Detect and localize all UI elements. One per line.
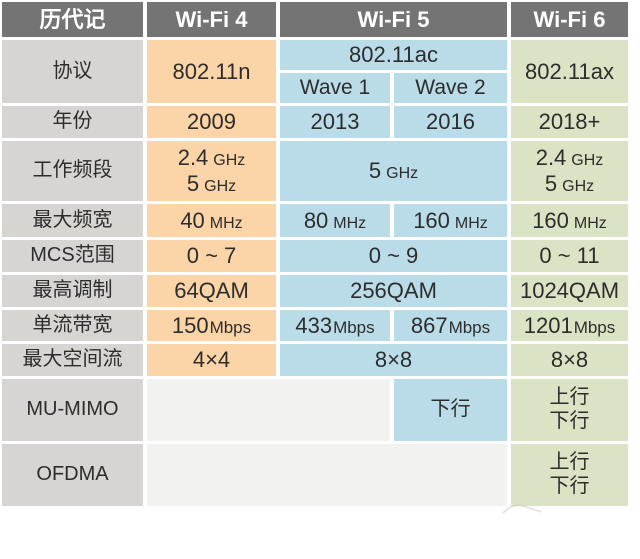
header-wifi4: Wi-Fi 4 bbox=[147, 2, 276, 37]
cell-mu-mimo-wifi6: 上行 下行 bbox=[511, 379, 628, 441]
cell-spatial-wifi4: 4×4 bbox=[147, 344, 276, 376]
mu-mimo-wifi6-uplink: 上行 bbox=[549, 386, 590, 409]
cell-stream-rate-wifi6: 1201 Mbps bbox=[511, 310, 628, 341]
cell-stream-rate-wifi4: 150 Mbps bbox=[147, 310, 276, 341]
cell-protocol-wave2: Wave 2 bbox=[394, 73, 507, 103]
band-wifi4-line1: 2.4 GHz bbox=[177, 145, 246, 171]
cell-max-bandwidth-wifi6: 160 MHz bbox=[511, 204, 628, 237]
cell-protocol-wifi5: 802.11ac bbox=[280, 40, 507, 70]
ofdma-wifi6-uplink: 上行 bbox=[549, 451, 590, 474]
cell-band-wifi4: 2.4 GHz 5 GHz bbox=[147, 141, 276, 201]
cell-mcs-wifi5: 0 ~ 9 bbox=[280, 240, 507, 272]
cell-year-wave2: 2016 bbox=[394, 106, 507, 138]
row-label-ofdma: OFDMA bbox=[2, 444, 143, 506]
cell-max-bandwidth-wave1: 80 MHz bbox=[280, 204, 390, 237]
row-label-mu-mimo: MU-MIMO bbox=[2, 379, 143, 441]
cell-spatial-wifi5: 8×8 bbox=[280, 344, 507, 376]
band-wifi5-line: 5 GHz bbox=[368, 158, 419, 184]
row-label-mcs-range: MCS范围 bbox=[2, 240, 143, 272]
row-label-protocol: 协议 bbox=[2, 40, 143, 103]
cell-mu-mimo-empty bbox=[147, 379, 390, 441]
cell-mcs-wifi4: 0 ~ 7 bbox=[147, 240, 276, 272]
row-label-max-spatial-streams: 最大空间流 bbox=[2, 344, 143, 376]
cell-stream-rate-wave1: 433 Mbps bbox=[280, 310, 390, 341]
cell-year-wifi6: 2018+ bbox=[511, 106, 628, 138]
table-grid: 历代记 Wi-Fi 4 Wi-Fi 5 Wi-Fi 6 协议 802.11n 8… bbox=[2, 2, 628, 506]
header-history: 历代记 bbox=[2, 2, 143, 37]
row-label-band: 工作频段 bbox=[2, 141, 143, 201]
cell-protocol-wave1: Wave 1 bbox=[280, 73, 390, 103]
cell-ofdma-empty bbox=[147, 444, 507, 506]
cell-modulation-wifi5: 256QAM bbox=[280, 275, 507, 307]
cell-max-bandwidth-wifi4: 40 MHz bbox=[147, 204, 276, 237]
cell-mcs-wifi6: 0 ~ 11 bbox=[511, 240, 628, 272]
cell-band-wifi6: 2.4 GHz 5 GHz bbox=[511, 141, 628, 201]
band-wifi6-line1: 2.4 GHz bbox=[535, 145, 604, 171]
cell-ofdma-wifi6: 上行 下行 bbox=[511, 444, 628, 506]
ofdma-wifi6-downlink: 下行 bbox=[549, 475, 590, 497]
cell-modulation-wifi4: 64QAM bbox=[147, 275, 276, 307]
band-wifi6-line2: 5 GHz bbox=[544, 171, 595, 196]
row-label-max-bandwidth: 最大频宽 bbox=[2, 204, 143, 237]
cell-protocol-wifi6: 802.11ax bbox=[511, 40, 628, 103]
header-wifi6: Wi-Fi 6 bbox=[511, 2, 628, 37]
cell-band-wifi5: 5 GHz bbox=[280, 141, 507, 201]
row-label-max-modulation: 最高调制 bbox=[2, 275, 143, 307]
cell-year-wave1: 2013 bbox=[280, 106, 390, 138]
cell-mu-mimo-wave2: 下行 bbox=[394, 379, 507, 441]
band-wifi4-line2: 5 GHz bbox=[186, 171, 237, 196]
cell-year-wifi4: 2009 bbox=[147, 106, 276, 138]
mu-mimo-wifi6-downlink: 下行 bbox=[549, 410, 590, 432]
cell-protocol-wifi4: 802.11n bbox=[147, 40, 276, 103]
cell-stream-rate-wave2: 867 Mbps bbox=[394, 310, 507, 341]
row-label-year: 年份 bbox=[2, 106, 143, 138]
cell-max-bandwidth-wave2: 160 MHz bbox=[394, 204, 507, 237]
cell-modulation-wifi6: 1024QAM bbox=[511, 275, 628, 307]
row-label-stream-rate: 单流带宽 bbox=[2, 310, 143, 341]
header-wifi5: Wi-Fi 5 bbox=[280, 2, 507, 37]
cell-spatial-wifi6: 8×8 bbox=[511, 344, 628, 376]
